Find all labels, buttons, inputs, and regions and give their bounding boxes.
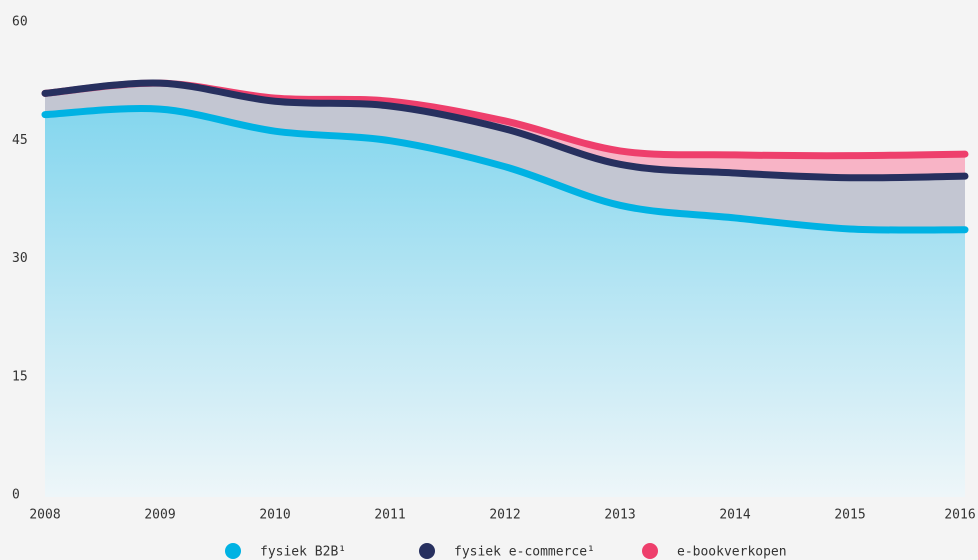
x-tick-label: 2010 (259, 508, 290, 523)
x-tick-label: 2013 (604, 508, 635, 523)
y-tick-label: 30 (12, 251, 28, 266)
x-tick-label: 2009 (144, 508, 175, 523)
area (45, 83, 965, 231)
legend-marker (419, 543, 435, 559)
y-tick-label: 0 (12, 488, 20, 503)
legend-marker (225, 543, 241, 559)
legend-label: fysiek B2B¹ (260, 545, 346, 560)
area (45, 83, 965, 178)
x-tick-label: 2008 (29, 508, 60, 523)
line (41, 105, 969, 234)
x-tick-label: 2012 (489, 508, 520, 523)
y-tick-label: 60 (12, 15, 28, 30)
x-tick-label: 2011 (374, 508, 405, 523)
y-tick-label: 15 (12, 369, 28, 384)
legend-marker (642, 543, 658, 559)
area (45, 108, 965, 497)
legend-label: fysiek e-commerce¹ (454, 545, 595, 560)
x-tick-label: 2016 (944, 508, 975, 523)
line (41, 79, 969, 182)
x-tick-label: 2015 (834, 508, 865, 523)
y-tick-label: 45 (12, 133, 28, 148)
legend-label: e-bookverkopen (677, 545, 787, 560)
x-tick-label: 2014 (719, 508, 750, 523)
